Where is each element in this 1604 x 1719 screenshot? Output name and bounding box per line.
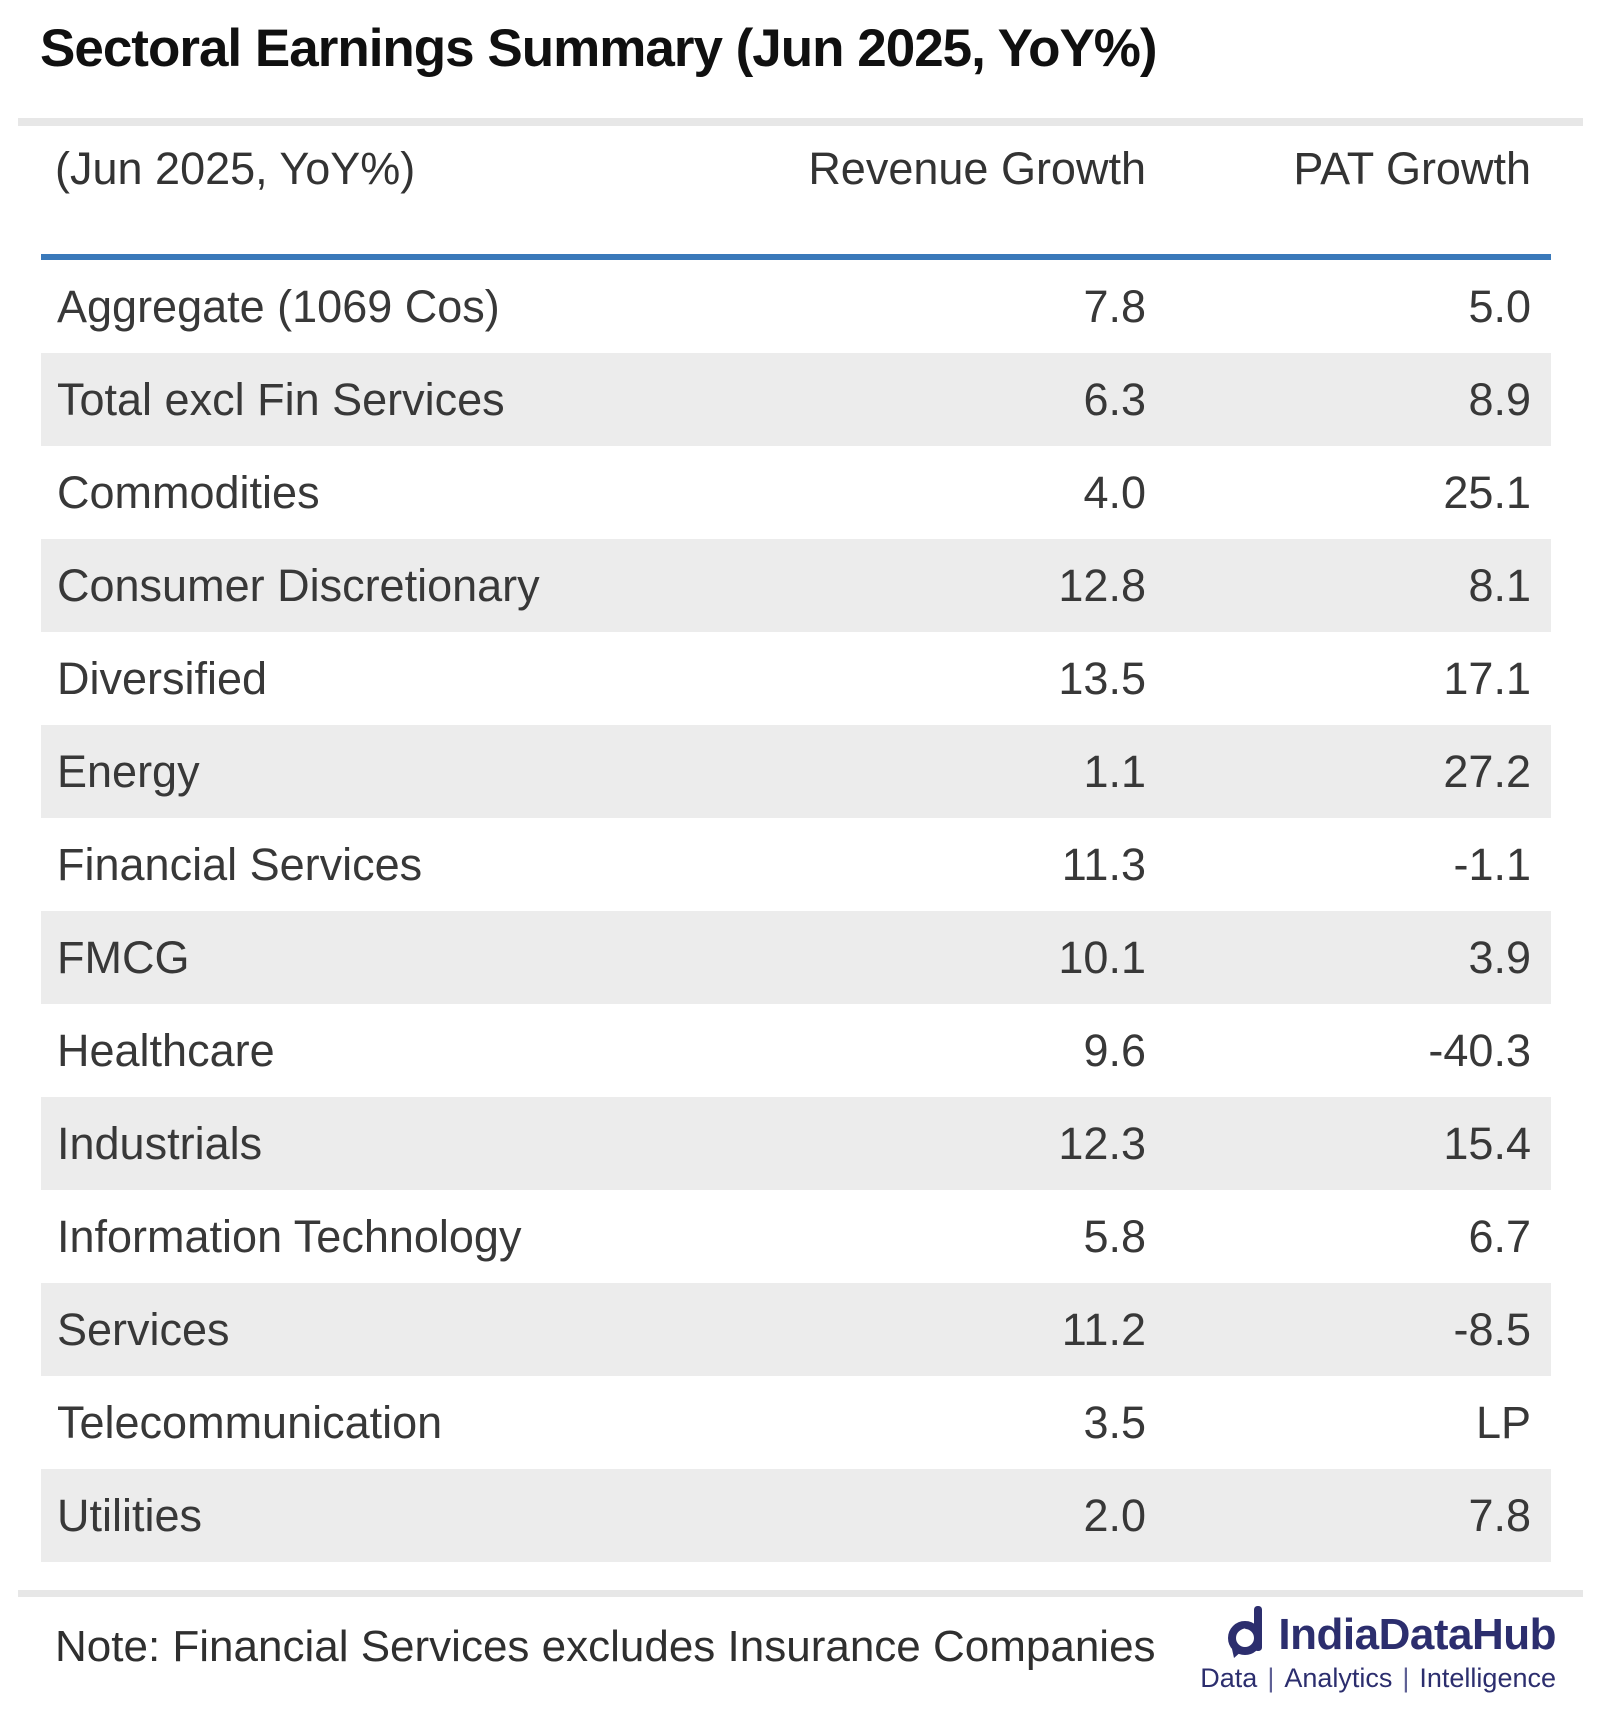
revenue-growth-value: 9.6 bbox=[1083, 1024, 1146, 1076]
tagline-separator: | bbox=[1402, 1663, 1410, 1693]
revenue-growth-value: 13.5 bbox=[1058, 652, 1146, 704]
sector-label: Services bbox=[57, 1303, 230, 1355]
table-row: Telecommunication 3.5 LP bbox=[41, 1376, 1551, 1469]
sector-label: Information Technology bbox=[57, 1210, 522, 1262]
table-row: Utilities 2.0 7.8 bbox=[41, 1469, 1551, 1562]
tagline-analytics: Analytics bbox=[1284, 1663, 1393, 1693]
revenue-growth-value: 1.1 bbox=[1083, 745, 1146, 797]
revenue-growth-value: 3.5 bbox=[1083, 1396, 1146, 1448]
revenue-growth-value: 7.8 bbox=[1083, 280, 1146, 332]
tagline-data: Data bbox=[1200, 1663, 1258, 1693]
pat-growth-value: 25.1 bbox=[1443, 466, 1531, 518]
sector-label: Financial Services bbox=[57, 838, 423, 890]
header-sector: (Jun 2025, YoY%) bbox=[55, 143, 416, 194]
sector-label: Consumer Discretionary bbox=[57, 559, 540, 611]
table-row: Total excl Fin Services 6.3 8.9 bbox=[41, 353, 1551, 446]
pat-growth-value: 17.1 bbox=[1443, 652, 1531, 704]
sector-label: Industrials bbox=[57, 1117, 263, 1169]
indiadatahub-wordmark: IndiaDataHub bbox=[1278, 1609, 1556, 1659]
table-row: Commodities 4.0 25.1 bbox=[41, 446, 1551, 539]
table-header-row: (Jun 2025, YoY%) Revenue Growth PAT Grow… bbox=[0, 143, 1604, 207]
table-row: Energy 1.1 27.2 bbox=[41, 725, 1551, 818]
revenue-growth-value: 11.3 bbox=[1061, 838, 1146, 890]
pat-growth-value: 5.0 bbox=[1468, 280, 1531, 332]
table-row: Aggregate (1069 Cos) 7.8 5.0 bbox=[41, 260, 1551, 353]
pat-growth-value: 7.8 bbox=[1468, 1489, 1531, 1541]
header-accent-line bbox=[41, 254, 1551, 260]
table-row: Services 11.2 -8.5 bbox=[41, 1283, 1551, 1376]
revenue-growth-value: 6.3 bbox=[1083, 373, 1146, 425]
page-title: Sectoral Earnings Summary (Jun 2025, YoY… bbox=[40, 19, 1158, 78]
pat-growth-value: LP bbox=[1475, 1396, 1531, 1448]
table-row: FMCG 10.1 3.9 bbox=[41, 911, 1551, 1004]
pat-growth-value: -40.3 bbox=[1428, 1024, 1531, 1076]
pat-growth-value: -1.1 bbox=[1453, 838, 1531, 890]
brand-logo-top: IndiaDataHub bbox=[1228, 1605, 1556, 1659]
revenue-growth-value: 4.0 bbox=[1083, 466, 1146, 518]
pat-growth-value: 3.9 bbox=[1468, 931, 1531, 983]
title-divider bbox=[18, 118, 1583, 126]
pat-growth-value: 27.2 bbox=[1443, 745, 1531, 797]
sector-label: Aggregate (1069 Cos) bbox=[57, 280, 500, 332]
table-row: Diversified 13.5 17.1 bbox=[41, 632, 1551, 725]
brand-tagline: Data | Analytics | Intelligence bbox=[1200, 1663, 1556, 1694]
table-body: Aggregate (1069 Cos) 7.8 5.0 Total excl … bbox=[41, 260, 1551, 1562]
footer-divider bbox=[18, 1590, 1583, 1597]
pat-growth-value: 15.4 bbox=[1443, 1117, 1531, 1169]
revenue-growth-value: 10.1 bbox=[1058, 931, 1146, 983]
sector-label: Utilities bbox=[57, 1489, 203, 1541]
sector-label: Total excl Fin Services bbox=[57, 373, 505, 425]
sector-label: Telecommunication bbox=[57, 1396, 443, 1448]
table-row: Information Technology 5.8 6.7 bbox=[41, 1190, 1551, 1283]
tagline-intelligence: Intelligence bbox=[1419, 1663, 1556, 1693]
sector-label: Commodities bbox=[57, 466, 320, 518]
sector-label: Diversified bbox=[57, 652, 268, 704]
pat-growth-value: 6.7 bbox=[1468, 1210, 1531, 1262]
header-pat-growth: PAT Growth bbox=[1293, 143, 1531, 194]
table-row: Financial Services 11.3 -1.1 bbox=[41, 818, 1551, 911]
header-revenue-growth: Revenue Growth bbox=[808, 143, 1146, 194]
revenue-growth-value: 12.8 bbox=[1058, 559, 1146, 611]
tagline-separator: | bbox=[1267, 1663, 1275, 1693]
sector-label: Energy bbox=[57, 745, 200, 797]
table-row: Industrials 12.3 15.4 bbox=[41, 1097, 1551, 1190]
indiadatahub-logo-icon bbox=[1228, 1606, 1263, 1658]
revenue-growth-value: 11.2 bbox=[1061, 1303, 1146, 1355]
footnote: Note: Financial Services excludes Insura… bbox=[55, 1622, 1156, 1671]
sector-label: Healthcare bbox=[57, 1024, 275, 1076]
sector-label: FMCG bbox=[57, 931, 190, 983]
pat-growth-value: -8.5 bbox=[1453, 1303, 1531, 1355]
brand-logo: IndiaDataHub Data | Analytics | Intellig… bbox=[1200, 1605, 1556, 1694]
pat-growth-value: 8.1 bbox=[1468, 559, 1531, 611]
table-row: Consumer Discretionary 12.8 8.1 bbox=[41, 539, 1551, 632]
revenue-growth-value: 5.8 bbox=[1083, 1210, 1146, 1262]
revenue-growth-value: 12.3 bbox=[1058, 1117, 1146, 1169]
pat-growth-value: 8.9 bbox=[1468, 373, 1531, 425]
table-row: Healthcare 9.6 -40.3 bbox=[41, 1004, 1551, 1097]
revenue-growth-value: 2.0 bbox=[1083, 1489, 1146, 1541]
